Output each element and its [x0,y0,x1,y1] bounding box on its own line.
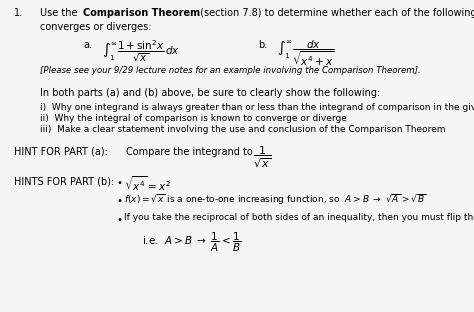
Text: Use the: Use the [40,8,81,18]
Text: $f(x) = \sqrt{x}$ is a one-to-one increasing function, so  $A > B \ \rightarrow : $f(x) = \sqrt{x}$ is a one-to-one increa… [124,193,427,207]
Text: iii)  Make a clear statement involving the use and conclusion of the Comparison : iii) Make a clear statement involving th… [40,125,446,134]
Text: $\bullet$: $\bullet$ [116,176,123,186]
Text: If you take the reciprocal of both sides of an inequality, then you must flip th: If you take the reciprocal of both sides… [124,213,474,222]
Text: 1.: 1. [14,8,23,18]
Text: $\sqrt{x^4} = x^2$: $\sqrt{x^4} = x^2$ [124,175,171,193]
Text: Comparison Theorem: Comparison Theorem [83,8,201,18]
Text: In both parts (a) and (b) above, be sure to clearly show the following:: In both parts (a) and (b) above, be sure… [40,88,381,98]
Text: $\int_1^{\infty} \dfrac{dx}{\sqrt{x^4+x}}$: $\int_1^{\infty} \dfrac{dx}{\sqrt{x^4+x}… [277,38,335,68]
Text: i.e.  $A > B \ \rightarrow \ \dfrac{1}{A} < \dfrac{1}{B}$: i.e. $A > B \ \rightarrow \ \dfrac{1}{A}… [142,231,241,254]
Text: i)  Why one integrand is always greater than or less than the integrand of compa: i) Why one integrand is always greater t… [40,103,474,112]
Text: (section 7.8) to determine whether each of the following integrals: (section 7.8) to determine whether each … [197,8,474,18]
Text: HINTS FOR PART (b):: HINTS FOR PART (b): [14,176,114,186]
Text: b.: b. [258,40,268,50]
Text: $\bullet$: $\bullet$ [116,213,123,223]
Text: ii)  Why the integral of comparison is known to converge or diverge: ii) Why the integral of comparison is kn… [40,114,347,123]
Text: converges or diverges:: converges or diverges: [40,22,152,32]
Text: $\int_1^{\infty} \dfrac{1+\sin^2\!x}{\sqrt{x}}\, dx$: $\int_1^{\infty} \dfrac{1+\sin^2\!x}{\sq… [102,38,180,64]
Text: $\dfrac{1}{\sqrt{x}}$: $\dfrac{1}{\sqrt{x}}$ [253,144,271,169]
Text: Compare the integrand to: Compare the integrand to [126,147,255,157]
Text: a.: a. [83,40,92,50]
Text: [Please see your 9/29 lecture notes for an example involving the Comparison Theo: [Please see your 9/29 lecture notes for … [40,66,421,75]
Text: HINT FOR PART (a):: HINT FOR PART (a): [14,147,108,157]
Text: $\bullet$: $\bullet$ [116,194,123,204]
